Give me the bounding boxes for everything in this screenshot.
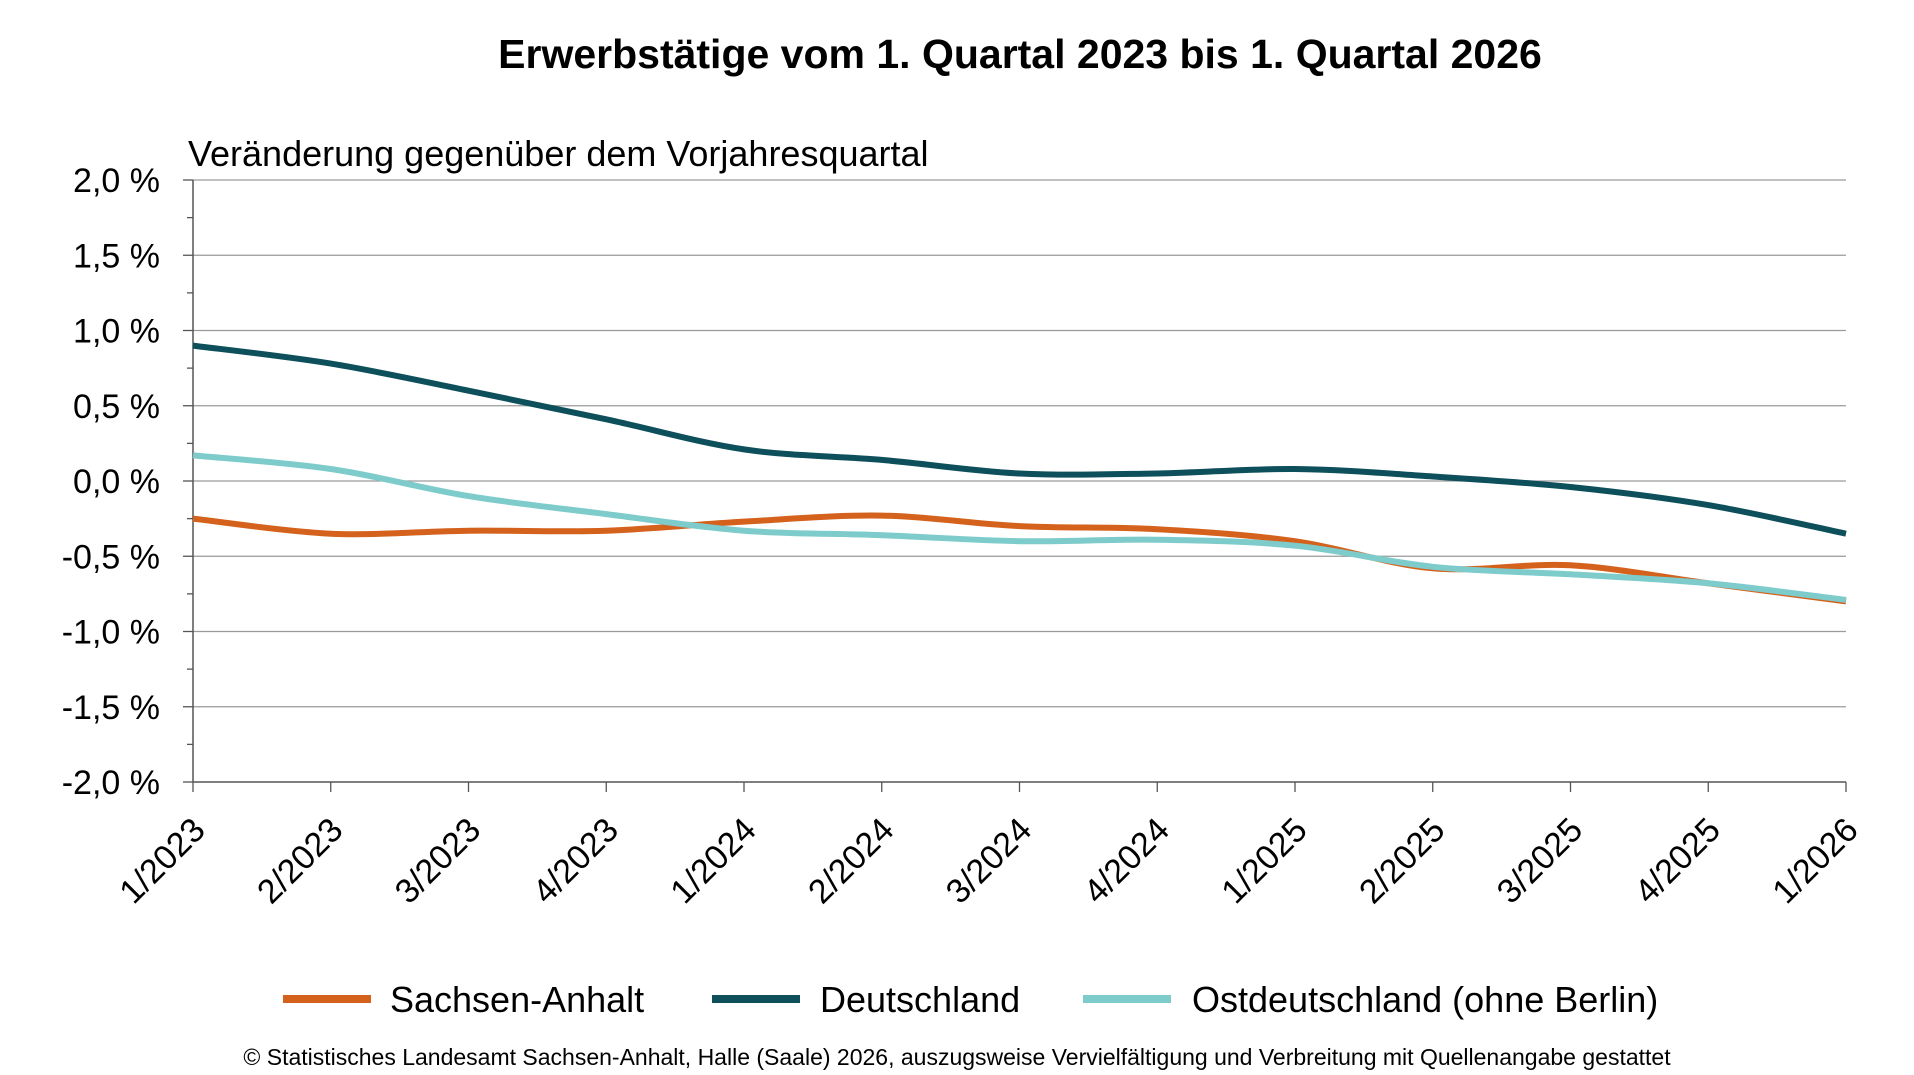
- gridlines: [193, 179, 1846, 708]
- y-tick-label: 1,0 %: [73, 313, 160, 351]
- series-deutschland-line: [192, 342, 1847, 537]
- y-tick-label: 1,5 %: [73, 237, 160, 275]
- x-tick-label: 3/2024: [939, 811, 1039, 911]
- chart-subtitle: Veränderung gegenüber dem Vorjahresquart…: [188, 133, 929, 174]
- series-sachsen-anhalt-legend-label: Sachsen-Anhalt: [390, 979, 644, 1020]
- x-tick-label: 3/2023: [388, 811, 488, 911]
- x-tick-label: 2/2025: [1352, 811, 1452, 911]
- x-tick-label: 2/2023: [250, 811, 350, 911]
- y-tick-label: 0,5 %: [73, 388, 160, 426]
- series-sachsen-anhalt-line: [192, 512, 1847, 605]
- x-tick-label: 1/2024: [663, 811, 763, 911]
- series-ostdeutschland-line: [192, 452, 1847, 603]
- x-tick-label: 1/2023: [112, 811, 212, 911]
- x-tick-label: 4/2023: [525, 811, 625, 911]
- series-ostdeutschland-legend-label: Ostdeutschland (ohne Berlin): [1192, 979, 1658, 1020]
- x-tick-label: 4/2025: [1627, 811, 1727, 911]
- copyright-footer: © Statistisches Landesamt Sachsen-Anhalt…: [243, 1044, 1671, 1070]
- legend: Sachsen-Anhalt Deutschland Ostdeutschland …: [283, 979, 1658, 1020]
- y-tick-label: -2,0 %: [62, 764, 160, 802]
- y-tick-label: -1,0 %: [62, 614, 160, 652]
- series-lines: [192, 342, 1847, 605]
- series-deutschland-legend-label: Deutschland: [820, 979, 1020, 1020]
- x-tick-label: 3/2025: [1490, 811, 1590, 911]
- x-tick-label: 1/2025: [1214, 811, 1314, 911]
- y-tick-label: 0,0 %: [73, 463, 160, 501]
- x-tick-label: 2/2024: [801, 811, 901, 911]
- y-tick-label: 2,0 %: [73, 162, 160, 200]
- y-tick-label: -1,5 %: [62, 689, 160, 727]
- y-tick-label: -0,5 %: [62, 538, 160, 576]
- x-tick-label: 1/2026: [1765, 811, 1865, 911]
- chart-title: Erwerbstätige vom 1. Quartal 2023 bis 1.…: [498, 31, 1542, 77]
- x-tick-label: 4/2024: [1076, 811, 1176, 911]
